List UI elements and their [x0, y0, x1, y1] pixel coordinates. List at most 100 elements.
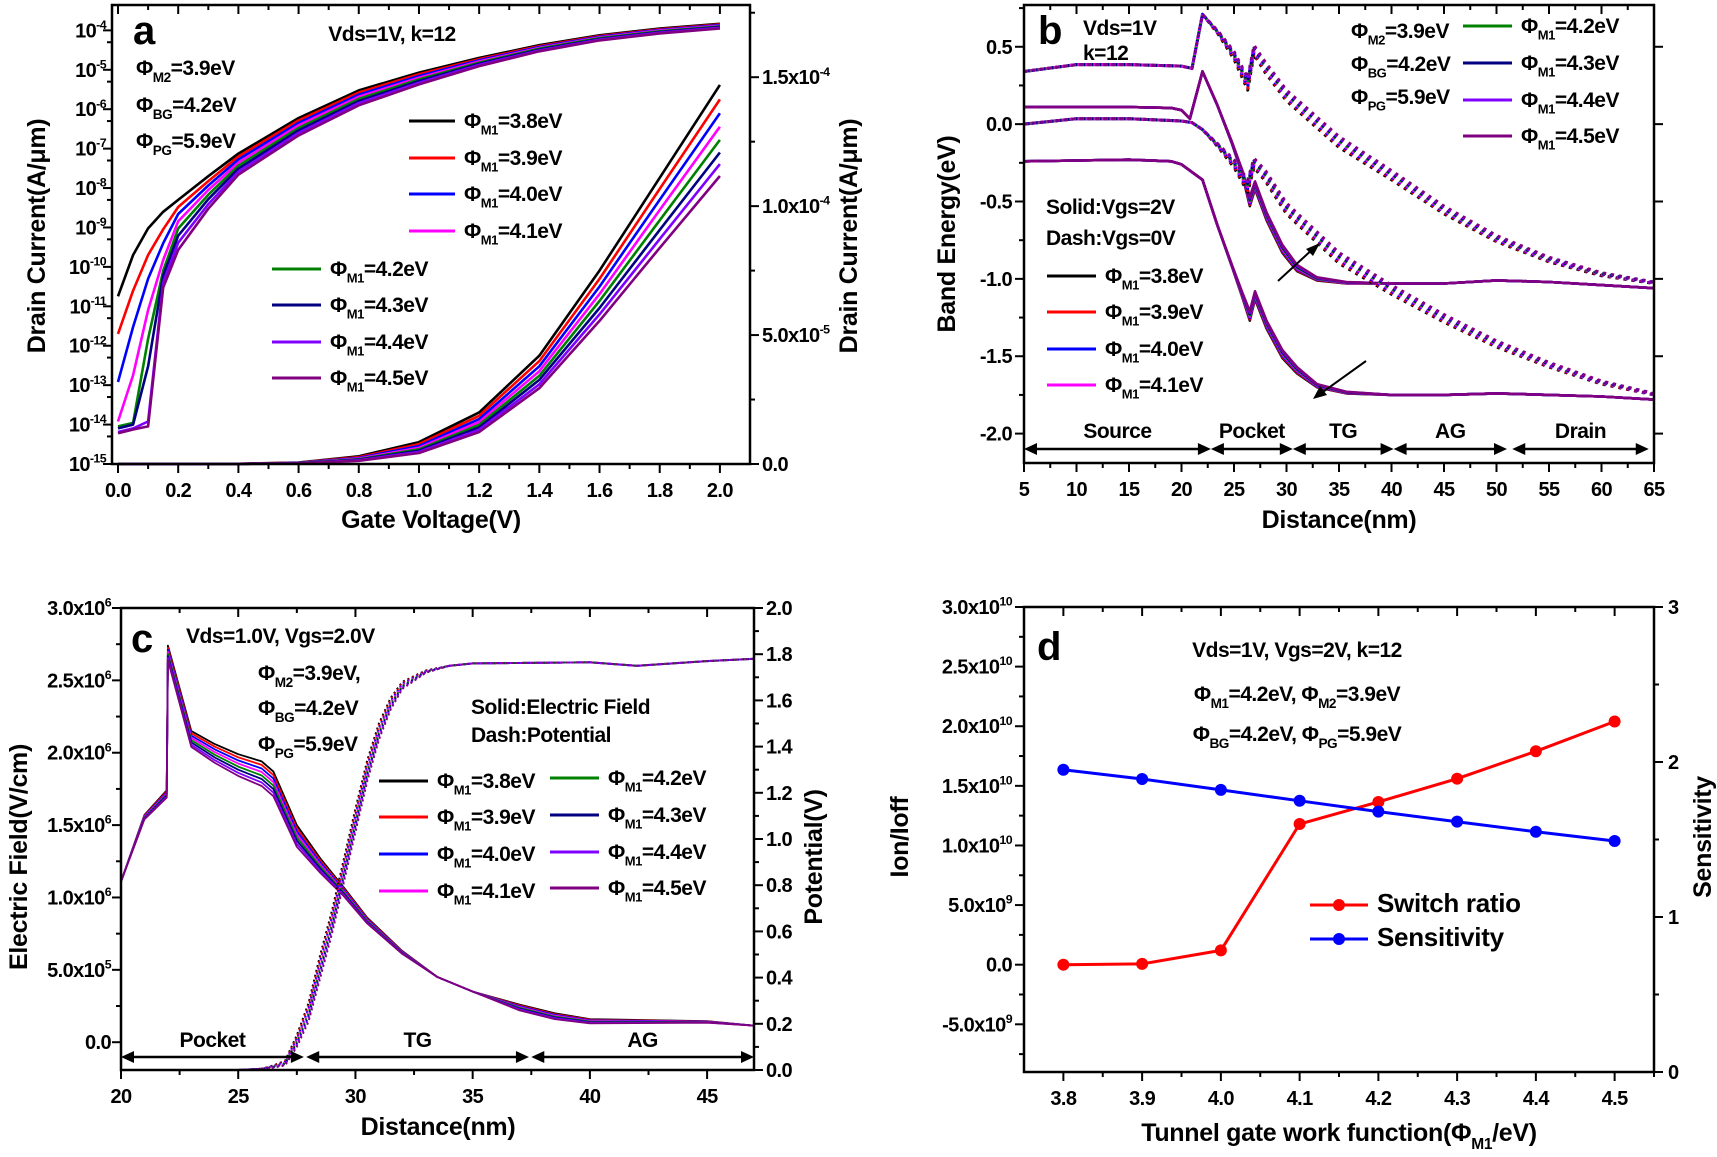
data-point	[1293, 818, 1306, 830]
data-point	[1608, 835, 1621, 848]
legend-item: ΦM1=4.4eV	[550, 841, 707, 869]
work-function-annotation: ΦPG=5.9eV	[258, 733, 358, 761]
x-tick-label: 20	[110, 1086, 132, 1108]
legend-item: ΦM1=4.0eV	[1047, 338, 1204, 366]
data-point	[1451, 815, 1464, 828]
legend-item: ΦM1=4.0eV	[409, 183, 563, 211]
arrowhead-left	[1024, 443, 1037, 455]
y-tick-label: 0.0	[762, 454, 788, 476]
y-tick-label: 5.0x109	[948, 893, 1013, 917]
y-axis-title: Band Energy(eV)	[933, 136, 961, 333]
work-function-annotation: ΦBG=4.2eV	[1351, 53, 1451, 81]
work-function-annotation: ΦM1=4.2eV, ΦM2=3.9eV	[1194, 683, 1401, 711]
y-tick-label: 1.2	[766, 783, 792, 805]
x-tick-label: 20	[1171, 479, 1193, 501]
legend-label: ΦM1=3.9eV	[464, 147, 562, 175]
y-axis-left: 0.0 5.0x105 1.0x106 1.5x106 2.0x106 2.5x106 3.…	[47, 596, 121, 1054]
x-tick-label: 45	[1433, 479, 1455, 501]
y-tick-label: 0.0	[986, 955, 1012, 977]
x-tick-label: 4.3	[1444, 1088, 1470, 1110]
y-tick-label: 1.8	[766, 644, 792, 666]
legend-item: ΦM1=4.5eV	[272, 367, 429, 395]
x-tick-label: 65	[1643, 479, 1665, 501]
work-function-annotation: ΦM2=3.9eV	[1351, 20, 1449, 48]
legend-item: ΦM1=4.0eV	[379, 843, 536, 871]
legend-label: Sensitivity	[1377, 922, 1505, 952]
work-function-annotation: ΦM2=3.9eV	[136, 57, 235, 85]
curves	[120, 644, 755, 1071]
y-tick-label: 10-4	[75, 18, 107, 42]
y-tick-label: 1.0x1010	[942, 833, 1013, 857]
x-axis-title: Distance(nm)	[1262, 506, 1417, 534]
data-point	[1293, 794, 1306, 807]
data-point	[1214, 944, 1227, 957]
device-regions: Pocket TG AG	[121, 1029, 754, 1063]
x-tick-label: 40	[579, 1086, 601, 1108]
legend-label: ΦM1=4.4eV	[1521, 89, 1619, 117]
legend-label: ΦM1=4.0eV	[437, 843, 535, 871]
arrowhead-left	[1512, 443, 1526, 455]
x-tick-label: 1.0	[406, 480, 432, 502]
y-tick-label: 10-15	[69, 452, 107, 476]
potential-line	[121, 657, 755, 1071]
legend-label: Switch ratio	[1377, 888, 1521, 918]
work-function-annotation: ΦBG=4.2eV, ΦPG=5.9eV	[1193, 723, 1402, 751]
y-tick-label: 1.4	[766, 737, 793, 759]
legend-item: ΦM1=3.9eV	[1047, 301, 1204, 329]
y-tick-label: 0.2	[766, 1014, 792, 1036]
y-tick-label: 1.0	[766, 829, 792, 851]
x-axis-title: Gate Voltage(V)	[341, 506, 521, 534]
legend-label: ΦM1=4.5eV	[1521, 125, 1619, 153]
y-tick-label: 5.0x10-5	[762, 323, 830, 347]
series-line	[1063, 720, 1616, 967]
region-arrow	[306, 1051, 529, 1063]
y-tick-label: 3.0x1010	[942, 595, 1013, 619]
x-tick-label: 0.8	[346, 480, 372, 502]
panel-b-band-energy: 5 10 15 20 25 30 35 40 45 50 55 60 65 0.5 0.0 -0.5 -1.0 -…	[933, 3, 1666, 534]
y-tick-label: 2.0x106	[47, 740, 112, 764]
x-tick-label: 4.5	[1602, 1088, 1628, 1110]
x-tick-label: 40	[1381, 479, 1403, 501]
panel-label: a	[133, 9, 156, 53]
data-point	[1057, 763, 1070, 776]
x-tick-label: 1.8	[647, 480, 673, 502]
y-axis-right: 0 1 2 3	[1654, 597, 1680, 1084]
x-tick-label: 4.0	[1208, 1088, 1234, 1110]
condition-annotation: Vds=1V	[1083, 17, 1157, 40]
x-tick-label: 0.0	[105, 480, 131, 502]
y-tick-label: 2.5x106	[47, 668, 112, 692]
legend-item: ΦM1=3.9eV	[409, 147, 563, 175]
legend-item: ΦM1=4.2eV	[272, 258, 429, 286]
work-function-annotation: ΦPG=5.9eV	[136, 130, 236, 158]
legend-item: ΦM1=4.1eV	[409, 220, 563, 248]
panel-label: b	[1038, 9, 1062, 53]
x-tick-label: 1.4	[526, 480, 553, 502]
arrowhead-icon	[1306, 243, 1320, 256]
legend-item: ΦM1=4.3eV	[1463, 52, 1620, 80]
region-label: Drain	[1555, 420, 1606, 443]
y-axis-left: -5.0x109 0.0 5.0x109 1.0x1010 1.5x1010 2.0x10…	[942, 595, 1024, 1056]
x-tick-label: 3.8	[1050, 1088, 1076, 1110]
arrowhead-right	[1197, 443, 1211, 455]
legend-label: ΦM1=4.0eV	[464, 183, 562, 211]
y-tick-label: -1.5	[980, 346, 1013, 368]
solid-conduction-band-line	[1024, 70, 1655, 290]
region-label: Pocket	[179, 1029, 245, 1052]
condition-annotation: k=12	[1083, 42, 1128, 65]
legend: ΦM1=3.8eV ΦM1=3.9eV ΦM1=4.0eV ΦM1=4.1eV ΦM1=…	[1047, 15, 1620, 402]
legend-item: ΦM1=4.5eV	[1463, 125, 1620, 153]
y-tick-label: -0.5	[980, 192, 1013, 214]
device-regions: Source Pocket TG AG Drain	[1024, 420, 1649, 455]
legend-label: ΦM1=4.2eV	[608, 767, 706, 795]
legend-label: ΦM1=4.2eV	[1521, 15, 1619, 43]
x-tick-label: 0.4	[225, 480, 252, 502]
legend-label: ΦM1=4.1eV	[437, 880, 535, 908]
series-sensitivity	[1057, 763, 1621, 848]
legend-label: ΦM1=4.5eV	[608, 877, 706, 905]
series-line	[1063, 768, 1615, 843]
y-tick-label: 10-9	[75, 215, 107, 239]
panel-a-transfer-characteristics: 0.0 0.2 0.4 0.6 0.8 1.0 1.2 1.4 1.6 1.8 2.010-410-…	[23, 3, 863, 534]
series-switch-ratio	[1057, 715, 1621, 971]
x-axis: 20 25 30 35 40 45	[110, 608, 719, 1108]
legend-label: ΦM1=4.3eV	[608, 804, 706, 832]
